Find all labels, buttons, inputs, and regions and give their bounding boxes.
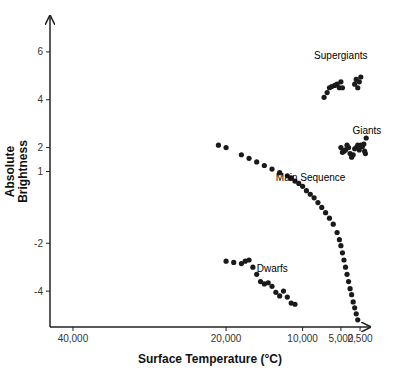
point [325, 90, 330, 95]
y-tick-label: 1 [37, 166, 43, 177]
y-tick [46, 291, 50, 292]
y-tick-label: -2 [34, 238, 43, 249]
chart: 40,00020,00010,0005,0002,500-4-21246Surf… [0, 0, 400, 373]
points [216, 74, 369, 322]
y-tick-label: -4 [34, 286, 43, 297]
x-tick-label: 40,000 [58, 333, 89, 344]
point [331, 222, 336, 227]
point [246, 257, 251, 262]
point [250, 265, 255, 270]
point [231, 260, 236, 265]
point [300, 184, 305, 189]
point [346, 279, 351, 284]
point [273, 290, 278, 295]
x-tick-label: 2,500 [348, 333, 373, 344]
point [246, 156, 251, 161]
point [341, 257, 346, 262]
y-tick-label: 4 [37, 94, 43, 105]
point [334, 230, 339, 235]
y-tick-label: 2 [37, 142, 43, 153]
x-axis-line [50, 326, 370, 328]
point [266, 280, 271, 285]
x-tick [360, 327, 361, 331]
point [312, 195, 317, 200]
point [269, 284, 274, 289]
point [347, 286, 352, 291]
point [216, 143, 221, 148]
point [327, 216, 332, 221]
point [269, 167, 274, 172]
annotation: Dwarfs [257, 263, 288, 274]
y-tick [46, 243, 50, 244]
point [352, 305, 357, 310]
point [351, 299, 356, 304]
point [277, 293, 282, 298]
point [349, 292, 354, 297]
y-axis-label-line: Absolute [3, 146, 17, 198]
x-axis-label: Surface Temperature (°C) [138, 352, 282, 366]
point [340, 250, 345, 255]
point [281, 289, 286, 294]
y-axis-label-line: Brightness [16, 140, 30, 203]
y-tick-label: 6 [37, 46, 43, 57]
point [321, 95, 326, 100]
x-tick [226, 327, 227, 331]
point [262, 163, 267, 168]
point [308, 192, 313, 197]
x-tick [340, 327, 341, 331]
point [343, 265, 348, 270]
y-tick [46, 99, 50, 100]
point [338, 243, 343, 248]
point [340, 85, 345, 90]
annotation: Giants [352, 125, 381, 136]
point [351, 152, 356, 157]
point [355, 85, 360, 90]
point [223, 259, 228, 264]
y-axis-label: AbsoluteBrightness [3, 140, 30, 203]
point [304, 188, 309, 193]
point [285, 294, 290, 299]
point [323, 210, 328, 215]
point [254, 159, 259, 164]
y-tick [46, 147, 50, 148]
x-tick-label: 10,000 [287, 333, 318, 344]
point [355, 317, 360, 322]
y-tick [46, 171, 50, 172]
point [361, 141, 366, 146]
point [358, 74, 363, 79]
point [346, 145, 351, 150]
x-tick-label: 20,000 [211, 333, 242, 344]
x-tick [302, 327, 303, 331]
point [354, 311, 359, 316]
point [315, 200, 320, 205]
annotation: Main Sequence [276, 172, 346, 183]
point [344, 272, 349, 277]
point [337, 237, 342, 242]
point [338, 79, 343, 84]
point [363, 151, 368, 156]
point [319, 205, 324, 210]
annotation: Supergiants [314, 50, 367, 61]
point [357, 79, 362, 84]
point [223, 145, 228, 150]
y-tick [46, 51, 50, 52]
point [239, 152, 244, 157]
x-tick [72, 327, 73, 331]
point [292, 302, 297, 307]
